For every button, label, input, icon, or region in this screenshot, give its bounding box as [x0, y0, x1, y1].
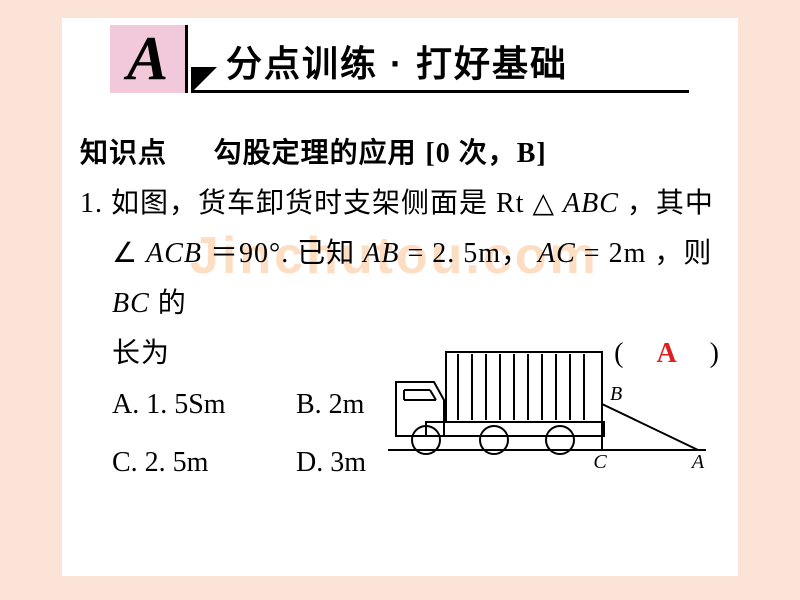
page: A 分点训练 · 打好基础 Jinchutou.com 知识点 勾股定理的应用 …: [62, 18, 738, 576]
section-header: A 分点训练 · 打好基础: [110, 25, 690, 97]
label-a: A: [690, 451, 705, 468]
question-line-2: ∠ ACB ＝90°. 已知 AB = 2. 5m， AC = 2m ，则 BC…: [80, 229, 720, 329]
q3: 长为: [112, 329, 170, 379]
option-c: C. 2. 5m: [112, 447, 208, 479]
knowledge-point: 知识点 勾股定理的应用 [0 次，B]: [80, 128, 720, 179]
knowledge-label: 知识点: [80, 137, 167, 168]
knowledge-meta: [0 次，B]: [425, 138, 546, 169]
header-underline: [191, 90, 689, 93]
eq25: = 2. 5m，: [407, 238, 530, 269]
label-b: B: [610, 383, 622, 405]
question-number: 1.: [80, 188, 103, 219]
knowledge-title: 勾股定理的应用: [214, 137, 417, 168]
bc: BC: [112, 288, 150, 319]
header-title: 分点训练 · 打好基础: [226, 35, 568, 87]
option-d: D. 3m: [296, 447, 366, 479]
then: ，则: [654, 238, 712, 269]
header-letter-box: A: [110, 25, 188, 93]
abc: ABC: [563, 188, 619, 219]
triangle-symbol: △: [532, 188, 555, 219]
label-c: C: [593, 451, 607, 468]
ab: AB: [363, 238, 399, 269]
angle-symbol: ∠: [112, 238, 138, 269]
question-line-1: 1. 如图，货车卸货时支架侧面是 Rt △ ABC ，其中: [80, 179, 720, 229]
header-letter: A: [127, 28, 168, 90]
acb: ACB: [146, 238, 202, 269]
q1b: ，其中: [627, 188, 714, 219]
of: 的: [158, 288, 187, 319]
option-a: A. 1. 5Sm: [112, 389, 226, 421]
eq90: ＝90°.: [210, 238, 289, 269]
truck-diagram: B C A: [382, 342, 712, 468]
ac: AC: [538, 238, 576, 269]
known: 已知: [297, 238, 363, 269]
q1a: 如图，货车卸货时支架侧面是: [111, 188, 496, 219]
eq2: = 2m: [584, 238, 647, 269]
option-b: B. 2m: [296, 389, 364, 421]
rt: Rt: [496, 188, 524, 219]
